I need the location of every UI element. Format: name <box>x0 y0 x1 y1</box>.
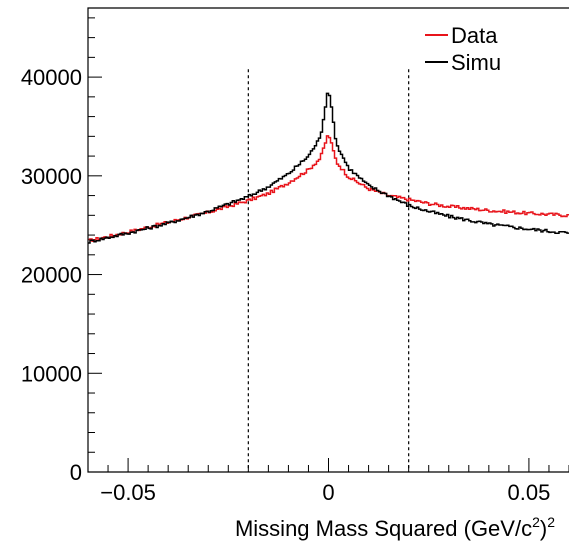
y-tick-label: 10000 <box>21 361 82 386</box>
y-tick-label: 0 <box>70 460 82 485</box>
series-line-simu <box>88 92 569 244</box>
axis-ticks: 0 10000 20000 30000 40000 −0.05 0 0.05 <box>21 17 569 505</box>
legend-label-simu: Simu <box>451 50 501 75</box>
cut-lines <box>247 69 410 472</box>
plot-frame-line <box>87 7 569 473</box>
legend-label-data: Data <box>451 23 498 48</box>
x-tick-label: −0.05 <box>100 480 156 505</box>
y-tick-label: 20000 <box>21 263 82 288</box>
y-tick-label: 40000 <box>21 65 82 90</box>
plot-frame <box>87 7 569 473</box>
series-group <box>88 92 569 244</box>
x-axis-label: Missing Mass Squared (GeV/c2)2 <box>235 514 555 541</box>
x-tick-label: 0 <box>322 480 334 505</box>
x-tick-label: 0.05 <box>508 480 551 505</box>
y-tick-label: 30000 <box>21 164 82 189</box>
